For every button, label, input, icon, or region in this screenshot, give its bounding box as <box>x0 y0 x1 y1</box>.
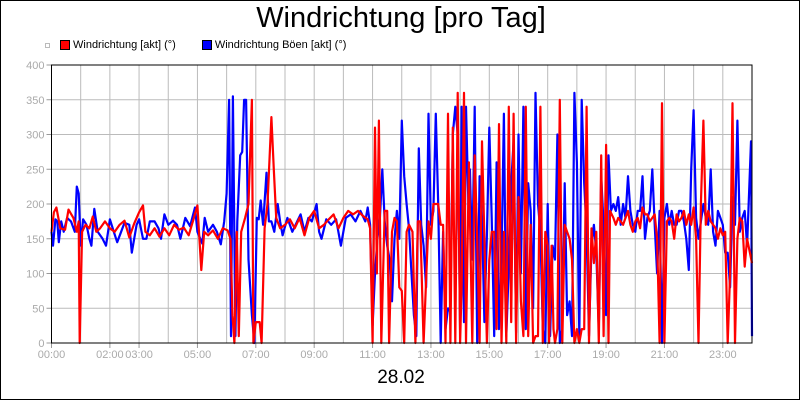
x-tick-label: 05:00 <box>184 349 212 361</box>
legend-swatch-red <box>60 40 70 50</box>
x-tick-label: 15:00 <box>476 349 504 361</box>
series-line-0 <box>50 91 754 345</box>
legend-item-series-0: Windrichtung [akt] (°) <box>60 39 176 51</box>
legend-swatch-blue <box>201 40 212 50</box>
x-tick-label: 09:00 <box>300 349 328 361</box>
y-tick-label: 400 <box>26 60 44 72</box>
y-tick-label: 0 <box>38 338 44 350</box>
x-tick-label: 11:00 <box>359 349 386 361</box>
legend-marker-icon <box>45 42 50 48</box>
x-tick-label: 19:00 <box>592 349 620 361</box>
x-tick-label: 23:00 <box>709 349 737 361</box>
y-tick-label: 150 <box>26 234 44 246</box>
y-tick-label: 200 <box>26 199 44 211</box>
chart-title: Windrichtung [pro Tag] <box>256 2 546 34</box>
x-tick-label: 13:00 <box>417 349 445 361</box>
x-tick-label: 02:00 <box>96 349 124 361</box>
x-tick-label: 21:00 <box>651 349 679 361</box>
plot-border <box>51 64 753 344</box>
y-tick-label: 300 <box>26 130 44 142</box>
legend-label: Windrichtung [akt] (°) <box>73 39 176 51</box>
x-tick-label: 17:00 <box>534 349 562 361</box>
legend-label: Windrichtung Böen [akt] (°) <box>214 39 347 51</box>
y-tick-label: 250 <box>26 164 44 176</box>
legend: Windrichtung [akt] (°) Windrichtung Böen… <box>45 39 372 51</box>
x-tick-label: 07:00 <box>242 349 270 361</box>
legend-item-series-1: Windrichtung Böen [akt] (°) <box>201 39 347 51</box>
x-tick-label: 03:00 <box>125 349 153 361</box>
y-tick-label: 100 <box>26 269 44 281</box>
x-axis-label: 28.02 <box>377 367 425 388</box>
x-tick-label: 00:00 <box>38 349 66 361</box>
y-tick-label: 350 <box>26 95 44 107</box>
y-tick-label: 50 <box>32 303 44 315</box>
